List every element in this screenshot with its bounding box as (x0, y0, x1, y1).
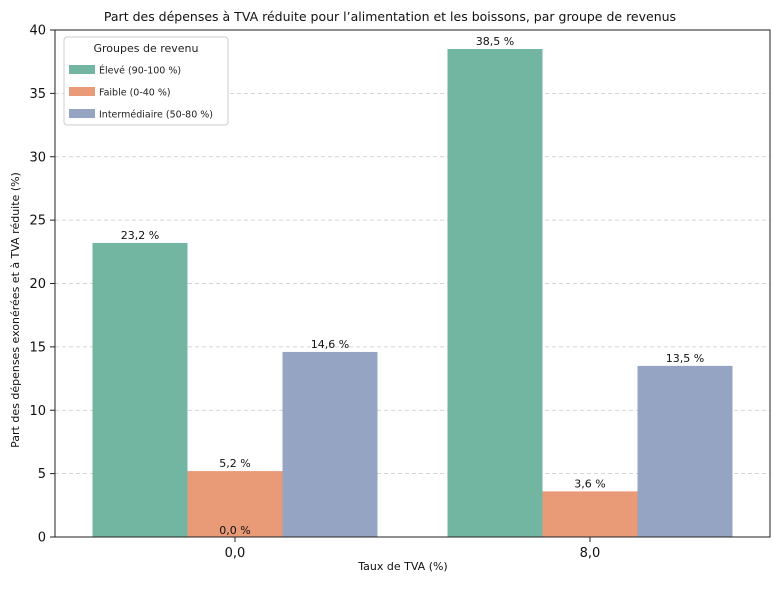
data-label: 3,6 % (574, 477, 605, 490)
bar (637, 365, 733, 537)
data-label: 13,5 % (666, 352, 704, 365)
y-tick-label: 30 (29, 150, 46, 165)
y-tick-label: 15 (29, 340, 46, 355)
legend-swatch (69, 109, 95, 118)
legend-items: Élevé (90-100 %) Faible (0-40 %) Intermédi… (69, 65, 213, 121)
y-axis-label: Part des dépenses exonérées et à TVA réd… (9, 172, 22, 448)
data-label: 5,2 % (219, 457, 250, 470)
y-tick-label: 10 (29, 404, 46, 419)
data-label: 38,5 % (476, 35, 514, 48)
bar (447, 49, 543, 537)
y-tick-label: 35 (29, 87, 46, 102)
data-label: 14,6 % (311, 338, 349, 351)
data-label: 23,2 % (121, 229, 159, 242)
legend-swatch (69, 65, 95, 74)
chart-title: Part des dépenses à TVA réduite pour l’a… (104, 9, 676, 24)
legend-label: Faible (0-40 %) (99, 88, 171, 99)
legend: Groupes de revenu Élevé (90-100 %) Faible… (63, 36, 229, 126)
y-tick-label: 0 (38, 531, 46, 546)
legend-swatch (69, 87, 95, 96)
y-tick-label: 40 (29, 24, 46, 39)
data-labels: 23,2 % 5,2 % 14,6 % 38,5 % 3,6 % 13,5 % 0,0 % (121, 35, 704, 537)
y-tick-label: 20 (29, 277, 46, 292)
x-tick-label: 8,0 (580, 546, 601, 561)
y-tick-label: 5 (38, 467, 46, 482)
x-axis-label: Taux de TVA (%) (357, 560, 447, 573)
bar (187, 471, 283, 537)
bars (92, 49, 733, 537)
bar (282, 351, 378, 537)
legend-title: Groupes de revenu (94, 42, 199, 55)
axes: 0 5 10 15 20 25 30 35 40 0,0 8,0 (29, 24, 600, 562)
legend-label: Intermédiaire (50-80 %) (99, 110, 213, 121)
bar (542, 491, 638, 537)
bar (92, 242, 188, 537)
y-tick-label: 25 (29, 214, 46, 229)
legend-box (63, 36, 229, 126)
x-tick-label: 0,0 (225, 546, 246, 561)
legend-label: Élevé (90-100 %) (99, 65, 181, 77)
annotation-label: 0,0 % (219, 524, 250, 537)
